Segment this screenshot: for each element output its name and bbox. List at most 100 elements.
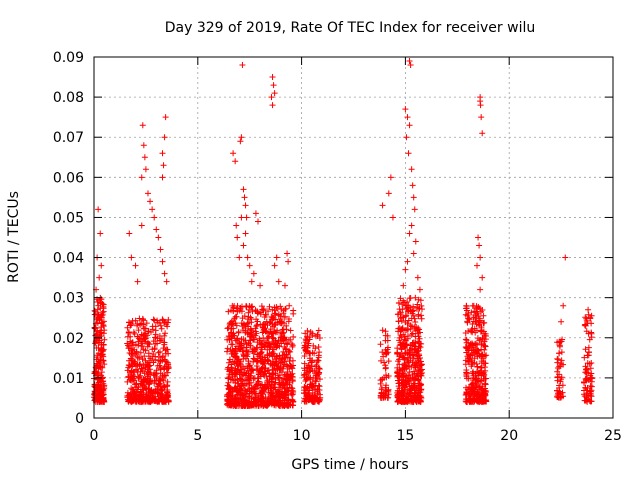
data-point bbox=[262, 364, 269, 371]
data-point bbox=[158, 397, 165, 404]
data-point bbox=[304, 344, 311, 351]
data-point bbox=[415, 296, 422, 303]
data-point bbox=[394, 398, 401, 405]
data-point bbox=[467, 395, 474, 402]
data-point bbox=[137, 360, 144, 367]
data-point bbox=[254, 308, 261, 315]
data-point bbox=[406, 369, 413, 376]
x-tick-label: 5 bbox=[193, 428, 202, 444]
data-point bbox=[280, 355, 287, 362]
data-point bbox=[142, 335, 149, 342]
data-point bbox=[230, 332, 237, 339]
data-point bbox=[231, 354, 238, 361]
data-point bbox=[254, 322, 261, 329]
data-point bbox=[99, 375, 106, 382]
data-point bbox=[587, 365, 594, 372]
data-point bbox=[271, 90, 278, 97]
data-point bbox=[398, 341, 405, 348]
data-point bbox=[132, 317, 139, 324]
data-point bbox=[482, 398, 489, 405]
data-point bbox=[153, 373, 160, 380]
data-point bbox=[397, 332, 404, 339]
data-point bbox=[227, 346, 234, 353]
data-point bbox=[281, 282, 288, 289]
data-point bbox=[244, 351, 251, 358]
data-point bbox=[240, 392, 247, 399]
data-point bbox=[415, 311, 422, 318]
data-point bbox=[224, 348, 231, 355]
data-point bbox=[407, 322, 414, 329]
data-point bbox=[301, 367, 308, 374]
data-point bbox=[409, 330, 416, 337]
data-point bbox=[286, 302, 293, 309]
data-point bbox=[308, 383, 315, 390]
data-point bbox=[271, 362, 278, 369]
data-point bbox=[258, 349, 265, 356]
data-point bbox=[400, 282, 407, 289]
data-point bbox=[126, 349, 133, 356]
data-point bbox=[385, 190, 392, 197]
data-point bbox=[162, 347, 169, 354]
data-point bbox=[556, 343, 563, 350]
data-point bbox=[236, 254, 243, 261]
data-point bbox=[472, 340, 479, 347]
data-point bbox=[382, 346, 389, 353]
data-point bbox=[556, 371, 563, 378]
data-point bbox=[289, 343, 296, 350]
data-point bbox=[147, 370, 154, 377]
data-point bbox=[476, 242, 483, 249]
data-point bbox=[384, 332, 391, 339]
plot-frame bbox=[93, 56, 614, 419]
axis-ticks: 0 0.01 0.02 0.03 0.04 0.05 0.06 0.07 0.08 0.09 0 5 1… bbox=[53, 50, 622, 444]
data-point bbox=[164, 369, 171, 376]
data-point bbox=[260, 326, 267, 333]
data-point bbox=[558, 374, 565, 381]
data-point bbox=[478, 340, 485, 347]
data-point bbox=[412, 375, 419, 382]
data-point bbox=[407, 62, 414, 69]
data-point bbox=[229, 373, 236, 380]
data-point bbox=[125, 329, 132, 336]
data-point bbox=[412, 319, 419, 326]
data-point bbox=[234, 302, 241, 309]
data-point bbox=[280, 310, 287, 317]
data-point bbox=[558, 357, 565, 364]
data-point bbox=[159, 316, 166, 323]
data-point bbox=[164, 383, 171, 390]
data-point bbox=[139, 122, 146, 129]
data-point bbox=[309, 397, 316, 404]
data-point bbox=[124, 333, 131, 340]
data-point bbox=[162, 330, 169, 337]
data-point bbox=[91, 325, 98, 332]
data-point bbox=[301, 342, 308, 349]
data-point bbox=[247, 342, 254, 349]
y-axis-label: ROTI / TECUs bbox=[6, 191, 22, 283]
data-point bbox=[270, 82, 277, 89]
data-point bbox=[153, 226, 160, 233]
data-point bbox=[234, 234, 241, 241]
data-point bbox=[582, 397, 589, 404]
data-point bbox=[248, 384, 255, 391]
data-point bbox=[234, 363, 241, 370]
data-point bbox=[91, 308, 98, 315]
data-point bbox=[285, 258, 292, 265]
data-point bbox=[316, 335, 323, 342]
data-point bbox=[278, 334, 285, 341]
data-point bbox=[562, 254, 569, 261]
data-point bbox=[99, 300, 106, 307]
data-point bbox=[469, 325, 476, 332]
data-point bbox=[269, 366, 276, 373]
data-point bbox=[584, 385, 591, 392]
data-point bbox=[264, 322, 271, 329]
data-point bbox=[584, 352, 591, 359]
data-point bbox=[132, 341, 139, 348]
data-point bbox=[96, 359, 103, 366]
data-point bbox=[244, 254, 251, 261]
data-point bbox=[257, 321, 264, 328]
data-point bbox=[395, 299, 402, 306]
data-point bbox=[405, 317, 412, 324]
data-point bbox=[94, 370, 101, 377]
data-point bbox=[100, 391, 107, 398]
data-point bbox=[469, 370, 476, 377]
data-point bbox=[140, 346, 147, 353]
